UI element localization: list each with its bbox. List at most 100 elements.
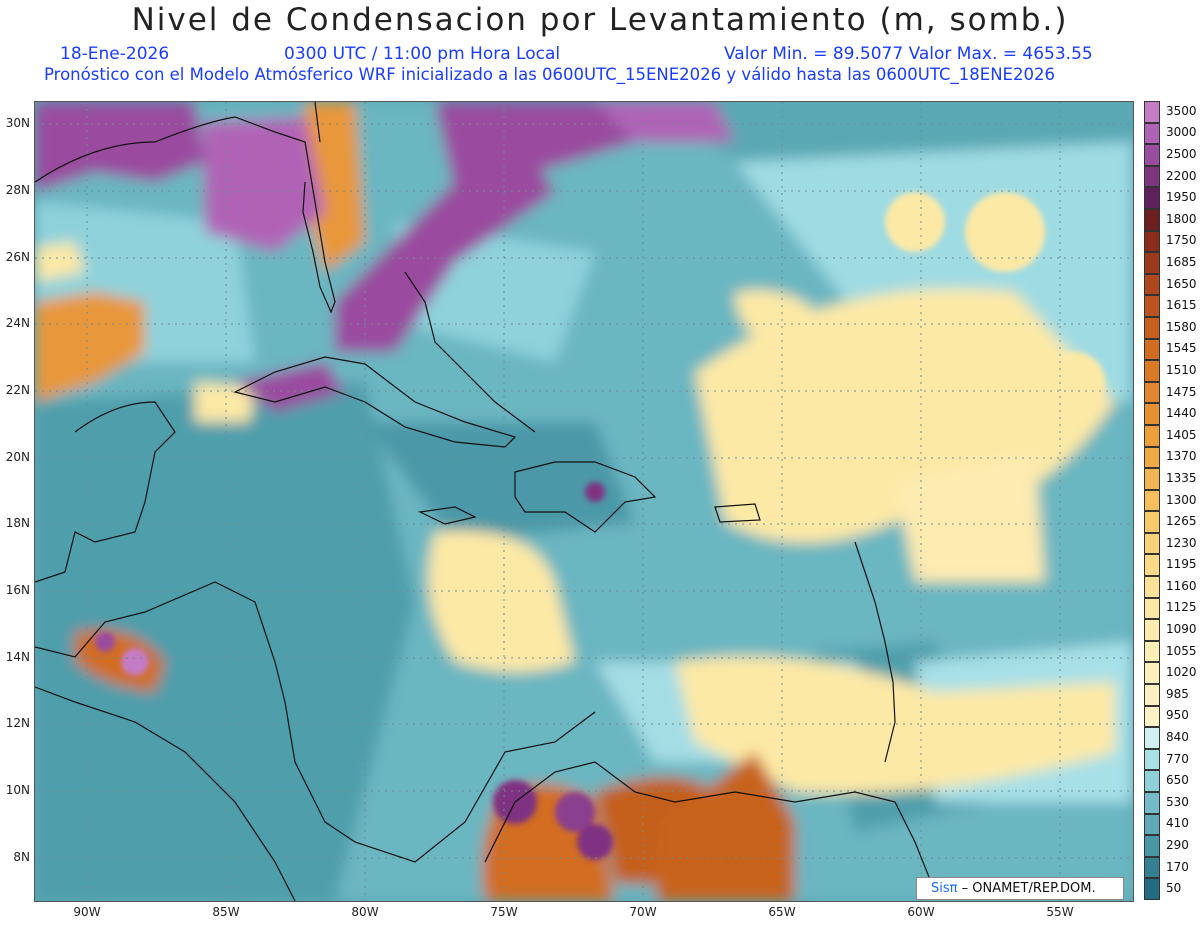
lcl-field-map bbox=[35, 102, 1133, 901]
legend-label-1545: 1545 bbox=[1166, 341, 1197, 356]
legend-label-290: 290 bbox=[1166, 838, 1189, 852]
legend-swatch-1370 bbox=[1144, 446, 1160, 469]
lat-label-26n: 26N bbox=[5, 250, 30, 264]
legend-label-1195: 1195 bbox=[1166, 557, 1197, 572]
legend-swatch-1195 bbox=[1144, 554, 1160, 577]
map-panel[interactable] bbox=[34, 101, 1134, 902]
lat-label-18n: 18N bbox=[5, 516, 30, 530]
forecast-date: 18-Ene-2026 bbox=[60, 44, 170, 64]
legend-swatch-950 bbox=[1144, 705, 1160, 728]
legend-label-985: 985 bbox=[1166, 686, 1189, 701]
lat-label-30n: 30N bbox=[5, 116, 30, 130]
legend-swatch-1440 bbox=[1144, 403, 1160, 425]
legend-label-840: 840 bbox=[1166, 730, 1189, 745]
legend-swatch-1615 bbox=[1144, 295, 1160, 317]
map-title: Nivel de Condensacion por Levantamiento … bbox=[131, 2, 1069, 38]
legend-swatch-1475 bbox=[1144, 381, 1160, 404]
lat-label-22n: 22N bbox=[5, 383, 30, 397]
legend-swatch-3000 bbox=[1144, 122, 1160, 145]
legend-swatch-530 bbox=[1144, 792, 1160, 814]
legend-swatch-650 bbox=[1144, 770, 1160, 793]
legend-label-1055: 1055 bbox=[1166, 643, 1197, 658]
legend-swatch-1230 bbox=[1144, 532, 1160, 555]
legend-swatch-50 bbox=[1144, 878, 1160, 900]
field-detail bbox=[95, 192, 1105, 860]
color-legend bbox=[1144, 101, 1160, 900]
coastlines bbox=[35, 102, 936, 901]
legend-swatch-2200 bbox=[1144, 165, 1160, 188]
lat-label-16n: 16N bbox=[5, 583, 30, 597]
forecast-time: 0300 UTC / 11:00 pm Hora Local bbox=[284, 44, 561, 64]
legend-label-170: 170 bbox=[1166, 859, 1189, 874]
lat-label-8n: 8N bbox=[13, 850, 30, 864]
lon-label-90w: 90W bbox=[73, 905, 101, 919]
legend-swatch-170 bbox=[1144, 856, 1160, 879]
legend-swatch-840 bbox=[1144, 727, 1160, 749]
lat-label-24n: 24N bbox=[5, 316, 30, 330]
legend-swatch-3500 bbox=[1144, 101, 1160, 123]
legend-label-1020: 1020 bbox=[1166, 665, 1197, 680]
legend-label-1265: 1265 bbox=[1166, 514, 1197, 529]
legend-label-1405: 1405 bbox=[1166, 427, 1197, 442]
legend-label-530: 530 bbox=[1166, 794, 1189, 809]
legend-label-50: 50 bbox=[1166, 881, 1182, 896]
legend-label-1090: 1090 bbox=[1166, 622, 1197, 637]
legend-label-1580: 1580 bbox=[1166, 319, 1197, 334]
legend-label-1335: 1335 bbox=[1166, 470, 1197, 485]
legend-swatch-410 bbox=[1144, 813, 1160, 836]
legend-label-1370: 1370 bbox=[1166, 449, 1197, 464]
legend-swatch-1800 bbox=[1144, 208, 1160, 231]
lon-label-85w: 85W bbox=[212, 905, 240, 919]
legend-swatch-1125 bbox=[1144, 597, 1160, 620]
legend-label-1950: 1950 bbox=[1166, 190, 1197, 205]
lat-label-28n: 28N bbox=[5, 183, 30, 197]
legend-swatch-1300 bbox=[1144, 489, 1160, 512]
lat-label-14n: 14N bbox=[5, 650, 30, 664]
legend-label-770: 770 bbox=[1166, 751, 1189, 766]
legend-label-1230: 1230 bbox=[1166, 535, 1197, 550]
sispi-logo: Sisπ bbox=[931, 881, 958, 896]
legend-label-1125: 1125 bbox=[1166, 600, 1197, 615]
legend-swatch-770 bbox=[1144, 748, 1160, 771]
legend-label-950: 950 bbox=[1166, 708, 1189, 723]
lat-label-12n: 12N bbox=[5, 716, 30, 730]
legend-label-650: 650 bbox=[1166, 773, 1189, 788]
legend-label-1160: 1160 bbox=[1166, 578, 1197, 593]
lat-lon-grid bbox=[35, 102, 1133, 901]
legend-label-1685: 1685 bbox=[1166, 254, 1197, 269]
legend-label-3500: 3500 bbox=[1166, 103, 1197, 118]
legend-swatch-1405 bbox=[1144, 424, 1160, 447]
value-min-max: Valor Min. = 89.5077 Valor Max. = 4653.5… bbox=[724, 44, 1093, 64]
legend-label-1750: 1750 bbox=[1166, 233, 1197, 248]
legend-label-1440: 1440 bbox=[1166, 406, 1197, 421]
legend-label-410: 410 bbox=[1166, 816, 1189, 831]
lon-label-55w: 55W bbox=[1046, 905, 1074, 919]
legend-label-1800: 1800 bbox=[1166, 211, 1197, 226]
credit-org: – ONAMET/REP.DOM. bbox=[961, 881, 1096, 896]
legend-label-1475: 1475 bbox=[1166, 384, 1197, 399]
legend-label-3000: 3000 bbox=[1166, 125, 1197, 140]
legend-swatch-1580 bbox=[1144, 316, 1160, 339]
legend-swatch-1160 bbox=[1144, 576, 1160, 598]
lon-label-65w: 65W bbox=[768, 905, 796, 919]
legend-swatch-1335 bbox=[1144, 468, 1160, 490]
lon-label-80w: 80W bbox=[351, 905, 379, 919]
legend-swatch-1020 bbox=[1144, 662, 1160, 685]
legend-label-2200: 2200 bbox=[1166, 168, 1197, 183]
credit-box: Sisπ – ONAMET/REP.DOM. bbox=[916, 877, 1124, 900]
legend-swatch-1545 bbox=[1144, 338, 1160, 361]
legend-swatch-290 bbox=[1144, 835, 1160, 857]
lon-label-70w: 70W bbox=[629, 905, 657, 919]
lon-label-60w: 60W bbox=[907, 905, 935, 919]
legend-swatch-1685 bbox=[1144, 252, 1160, 274]
legend-swatch-2500 bbox=[1144, 144, 1160, 166]
legend-swatch-1950 bbox=[1144, 187, 1160, 209]
legend-swatch-1510 bbox=[1144, 360, 1160, 382]
lon-label-75w: 75W bbox=[490, 905, 518, 919]
legend-swatch-1090 bbox=[1144, 619, 1160, 641]
shaded-field bbox=[35, 102, 1133, 901]
lat-label-10n: 10N bbox=[5, 783, 30, 797]
legend-label-2500: 2500 bbox=[1166, 146, 1197, 161]
legend-label-1650: 1650 bbox=[1166, 276, 1197, 291]
lat-label-20n: 20N bbox=[5, 450, 30, 464]
